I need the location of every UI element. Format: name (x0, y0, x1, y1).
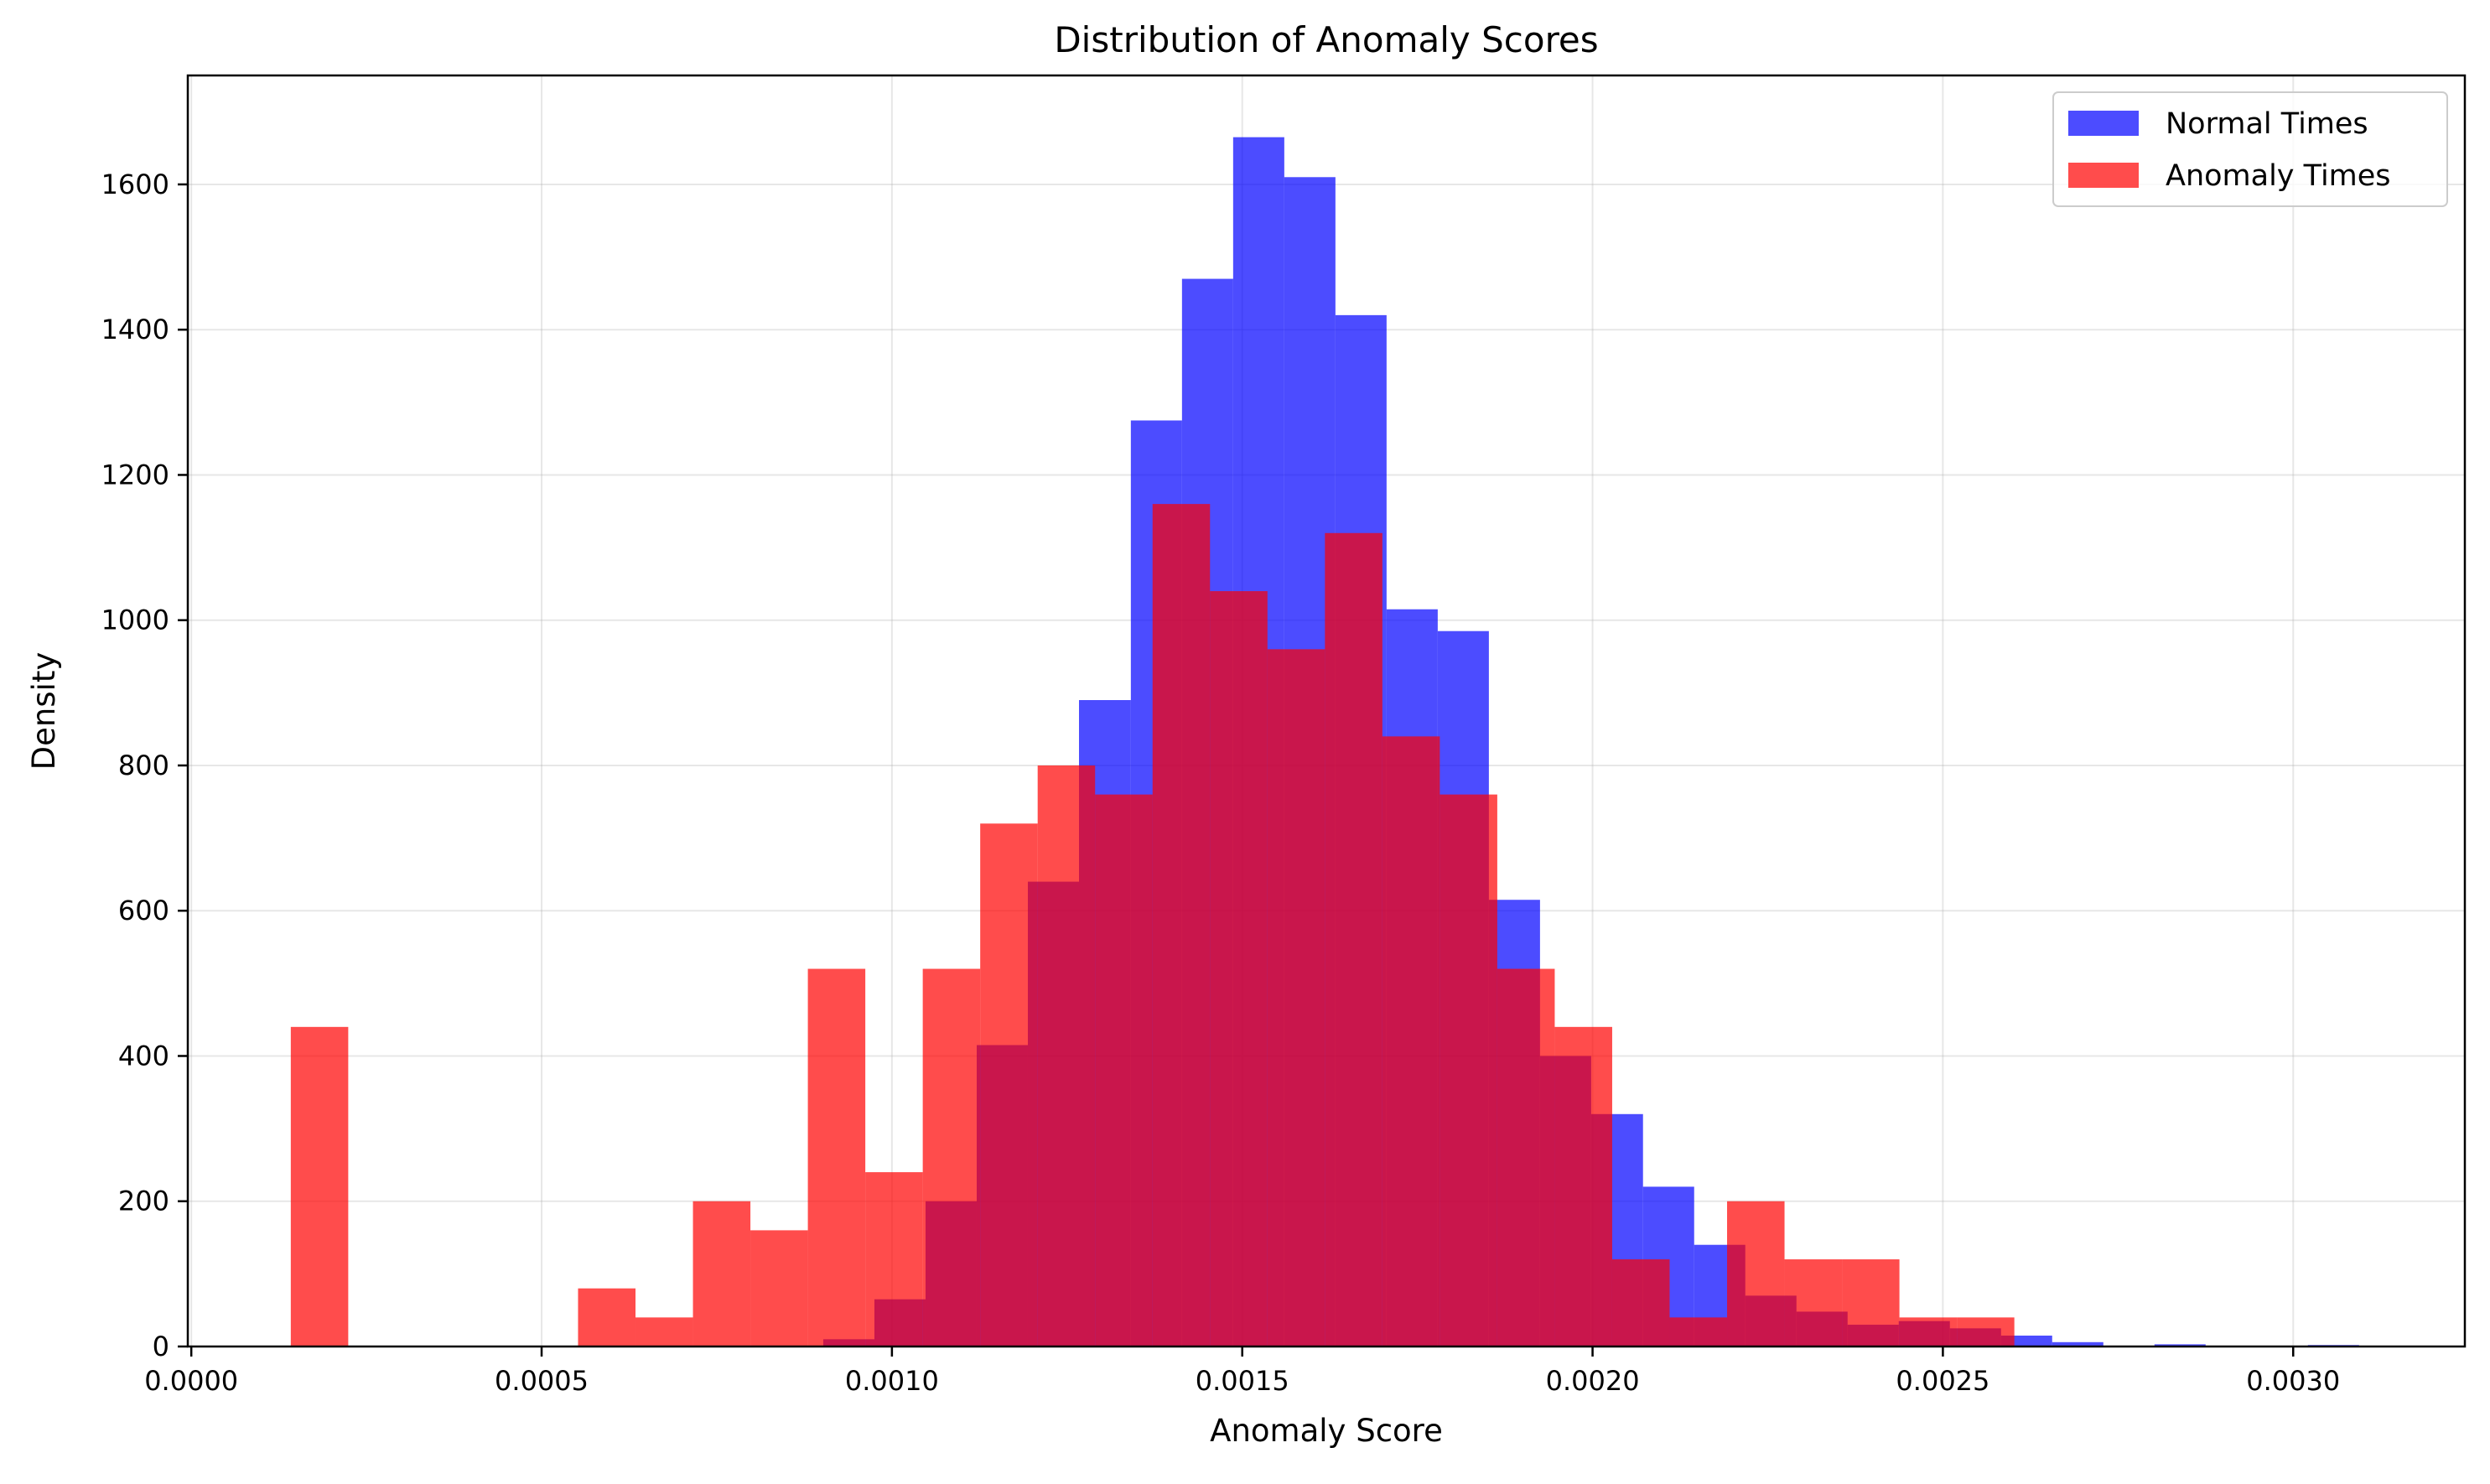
chart-title: Distribution of Anomaly Scores (1054, 19, 1598, 60)
anomaly-times-bar (1037, 765, 1096, 1346)
plot-frame (186, 74, 2467, 1348)
anomaly-times-bar (1611, 1259, 1670, 1346)
x-tick-label: 0.0020 (1546, 1365, 1640, 1397)
normal-times-bar (2154, 1344, 2206, 1346)
anomaly-times-bar (1325, 532, 1382, 1346)
anomaly-times-bar (1727, 1201, 1785, 1346)
anomaly-times-bar (1899, 1317, 1958, 1346)
anomaly-times-bar (1382, 736, 1440, 1346)
y-tick-label: 800 (118, 750, 169, 781)
anomaly-times-bar (980, 823, 1038, 1346)
bars-layer (290, 137, 2359, 1347)
anomaly-times-bar (1784, 1259, 1843, 1346)
normal-times-bar (2052, 1341, 2104, 1346)
anomaly-times-bar (290, 1026, 349, 1346)
y-axis-label: Density (26, 652, 62, 771)
anomaly-times-bar (1152, 504, 1211, 1346)
y-tick-label: 400 (118, 1040, 169, 1071)
legend-swatch-anomaly-times (2068, 163, 2139, 188)
legend-box (2052, 91, 2448, 207)
x-tick-label: 0.0025 (1896, 1365, 1989, 1397)
anomaly-times-bar (1669, 1317, 1728, 1346)
x-tick-label: 0.0005 (495, 1365, 589, 1397)
anomaly-times-bar (1842, 1259, 1900, 1346)
x-tick-label: 0.0015 (1196, 1365, 1289, 1397)
y-tick-label: 1600 (101, 169, 169, 200)
y-tick-label: 200 (118, 1186, 169, 1217)
y-tick-label: 0 (153, 1331, 169, 1362)
anomaly-times-bar (1440, 794, 1497, 1346)
x-tick-label: 0.0000 (144, 1365, 238, 1397)
y-tick-label: 600 (118, 895, 169, 926)
legend: Normal Times Anomaly Times (2052, 91, 2448, 207)
anomaly-times-bar (1957, 1317, 2015, 1346)
x-tick-label: 0.0010 (845, 1365, 939, 1397)
x-axis-label: Anomaly Score (1210, 1413, 1443, 1449)
anomaly-times-bar (1497, 968, 1555, 1346)
anomaly-times-bar (578, 1288, 636, 1346)
anomaly-times-bar (1554, 1026, 1612, 1346)
anomaly-times-bar (1267, 649, 1325, 1346)
anomaly-times-bar (693, 1201, 751, 1346)
anomaly-times-bar (635, 1317, 693, 1346)
legend-label-anomaly-times: Anomaly Times (2166, 159, 2391, 193)
legend-label-normal-times: Normal Times (2166, 107, 2368, 141)
y-tick-label: 1000 (101, 604, 169, 636)
y-tick-label: 1400 (101, 314, 169, 345)
anomaly-times-bar (807, 968, 866, 1346)
x-tick-label: 0.0030 (2246, 1365, 2340, 1397)
ticks-layer: 0.0000 0.0005 0.0010 0.0015 0.0020 0.0025 0.00… (101, 169, 2341, 1397)
y-tick-label: 1200 (101, 459, 169, 490)
anomaly-times-bar (1210, 591, 1268, 1346)
anomaly-times-bar (750, 1230, 808, 1346)
legend-swatch-normal-times (2068, 111, 2139, 136)
anomaly-times-bar (1095, 794, 1153, 1346)
anomaly-times-bar (922, 968, 981, 1346)
anomaly-times-bar (865, 1172, 923, 1346)
